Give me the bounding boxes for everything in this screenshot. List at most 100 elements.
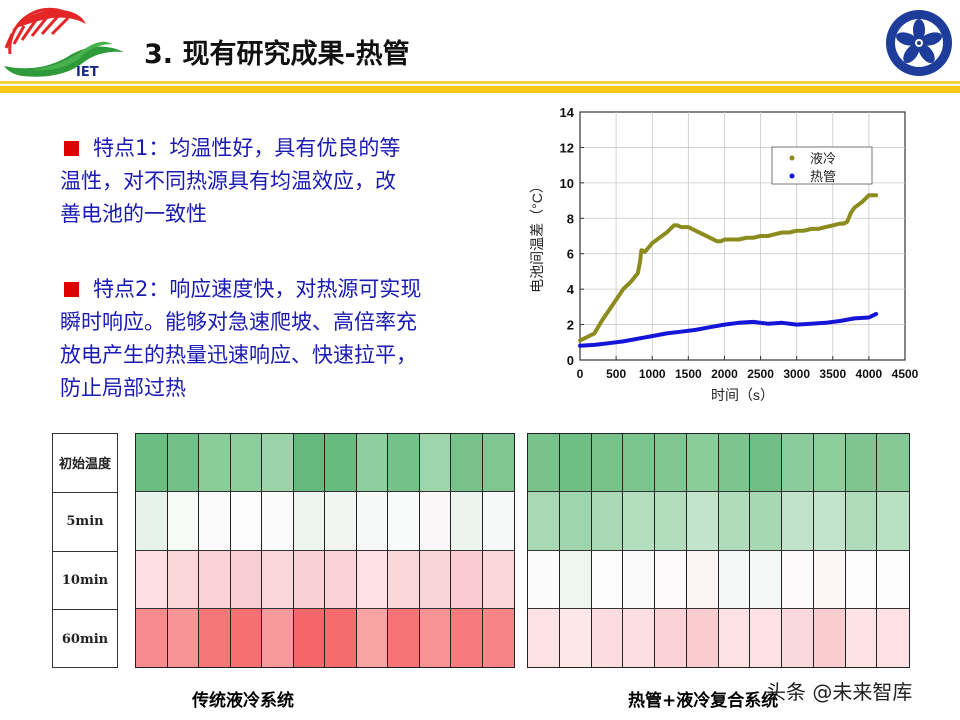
heatmap-cell <box>718 608 751 667</box>
heatmap-cell <box>750 550 782 609</box>
heatmap-cell <box>782 492 814 551</box>
heatmap-cell <box>356 550 388 609</box>
bullet-marker-icon <box>64 281 79 297</box>
heatmap-cell <box>813 608 846 667</box>
heatmap-cell <box>782 550 814 609</box>
heatmap-cell <box>845 608 878 667</box>
heatmap-cell <box>813 550 846 609</box>
heatmap-cell <box>750 434 782 493</box>
heatmap-cell <box>845 434 878 493</box>
x-tick-label: 3500 <box>819 367 846 381</box>
heatmap-cell <box>623 434 655 493</box>
heatmap-cell <box>591 492 624 551</box>
row-label-5min: 5min <box>53 493 117 552</box>
heatmap-cell <box>686 434 719 493</box>
heatmap-cell <box>356 492 388 551</box>
y-tick-label: 2 <box>567 318 574 333</box>
x-tick-label: 0 <box>577 367 584 381</box>
heatmap-cell <box>482 434 514 493</box>
heatmap-cell <box>356 434 388 493</box>
heatmap-cell <box>782 434 814 493</box>
heatmap-row-labels: 初始温度 5min 10min 60min <box>52 433 118 668</box>
heatmap-cell <box>877 434 909 493</box>
heatmap-cell <box>482 492 514 551</box>
heatmap-cell <box>528 608 560 667</box>
x-axis-label: 时间（s） <box>711 387 774 403</box>
heatmap-cell <box>482 550 514 609</box>
heatmap-cell <box>325 550 357 609</box>
legend-marker-icon <box>789 155 795 161</box>
heatmap-cell <box>293 608 325 667</box>
heatmap-cell <box>845 550 878 609</box>
heatmap-cell <box>559 492 592 551</box>
x-tick-label: 1000 <box>639 367 666 381</box>
heatmap-cell <box>419 492 451 551</box>
heatmap-cell <box>528 550 560 609</box>
heatmap-cell <box>167 434 199 493</box>
heatmap-cell <box>388 550 420 609</box>
heatmap-cell <box>262 550 294 609</box>
x-tick-label: 4500 <box>892 367 919 381</box>
legend-label: 热管 <box>810 169 836 184</box>
y-tick-label: 10 <box>560 176 574 191</box>
heatmap-cell <box>655 550 687 609</box>
heatmap-cell <box>482 608 514 667</box>
header-rule-thick <box>0 86 960 93</box>
row-label-10min: 10min <box>53 552 117 611</box>
heatmap-cell <box>136 608 168 667</box>
series-liquid-cooling <box>578 193 879 343</box>
heatmap-cell <box>325 608 357 667</box>
y-axis-label: 电池间温差（°C） <box>529 179 545 293</box>
heatmap-cell <box>230 492 262 551</box>
row-label-60min: 60min <box>61 632 109 648</box>
caption-heatpipe-liquid: 热管+液冷复合系统 <box>628 691 779 711</box>
heatmap-cell <box>813 492 846 551</box>
heatmap-cell <box>262 492 294 551</box>
heatmap-cell <box>750 608 782 667</box>
heatmap-cell <box>388 492 420 551</box>
heatmap-cell <box>167 492 199 551</box>
heatmap-cell <box>528 434 560 493</box>
heatmap-cell <box>591 434 624 493</box>
heatmap-cell <box>655 492 687 551</box>
slide-header: IET 3. 现有研究成果-热管 <box>0 0 960 96</box>
heatmap-cell <box>356 608 388 667</box>
bullet-feature-1: 特点1：均温性好，具有优良的等 温性，对不同热源具有均温效应，改 善电池的一致性 <box>60 136 401 226</box>
heatmap-cell <box>845 492 878 551</box>
x-tick-label: 3000 <box>783 367 810 381</box>
heatmap-liquid-cooling <box>135 433 515 668</box>
svg-text:IET: IET <box>76 65 99 80</box>
heatmap-cell <box>559 608 592 667</box>
watermark: 头条 @未来智库 <box>766 680 913 704</box>
heatmap-cell <box>136 550 168 609</box>
heatmap-cell <box>230 550 262 609</box>
legend-marker-icon <box>789 173 795 179</box>
heatmap-cell <box>718 550 751 609</box>
x-tick-label: 500 <box>606 367 626 381</box>
y-tick-label: 0 <box>567 353 574 368</box>
heatmap-cell <box>199 608 231 667</box>
heatmap-cell <box>623 492 655 551</box>
heatmap-cell <box>262 434 294 493</box>
heatmap-cell <box>293 492 325 551</box>
heatmap-cell <box>325 434 357 493</box>
heatmap-cell <box>293 550 325 609</box>
x-tick-label: 2000 <box>711 367 738 381</box>
heatmap-cell <box>750 492 782 551</box>
heatmap-cell <box>686 608 719 667</box>
y-tick-label: 4 <box>567 282 575 297</box>
heatmap-cell <box>591 608 624 667</box>
heatmap-cell <box>199 550 231 609</box>
bullet-feature-2: 特点2：响应速度快，对热源可实现 瞬时响应。能够对急速爬坡、高倍率充 放电产生的… <box>60 277 422 400</box>
header-rule-thin <box>0 81 960 84</box>
row-label-initial: 初始温度 <box>53 434 117 493</box>
heatmap-cell <box>451 608 483 667</box>
heatmap-cell <box>293 434 325 493</box>
heatmap-cell <box>451 492 483 551</box>
heatmap-cell <box>718 434 751 493</box>
heatmap-cell <box>718 492 751 551</box>
heatmap-cell <box>262 608 294 667</box>
heatmap-heatpipe-liquid <box>527 433 910 668</box>
heatmap-cell <box>419 550 451 609</box>
heatmap-cell <box>623 608 655 667</box>
